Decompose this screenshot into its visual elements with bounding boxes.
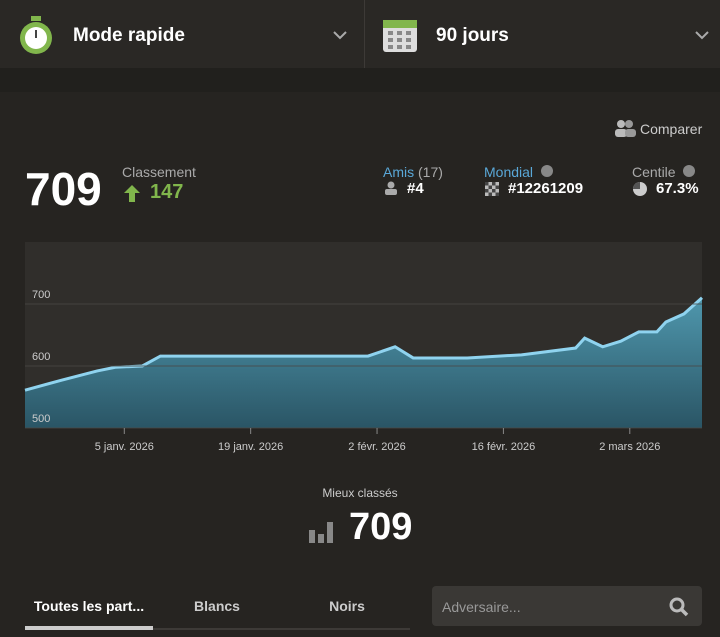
tab-rule [25,628,410,630]
y-tick-label: 600 [32,351,50,363]
pie-icon [633,182,647,196]
line [24,296,703,392]
x-tick-label: 16 févr. 2026 [472,441,536,453]
up-arrow [124,185,140,202]
header-icons [20,16,709,54]
x-tick-label: 2 mars 2026 [599,441,660,453]
compare-icon [615,120,636,137]
tab-active [25,626,153,630]
friends-rank: #4 [407,180,424,197]
help-icon [541,165,553,177]
mode[interactable]: Mode rapide [73,25,185,46]
friends-count: (17) [418,164,443,180]
tab[interactable]: Noirs [329,598,365,614]
percentile: 67.3% [656,180,699,197]
world-label[interactable]: Mondial [484,164,534,180]
best-label: Mieux classés [322,486,398,500]
rating: 709 [25,163,102,215]
tab[interactable]: Blancs [194,598,240,614]
bars-icon [309,522,333,543]
percentile-label: Centile [632,164,676,180]
tab[interactable]: Toutes les part... [33,598,145,614]
compare[interactable]: Comparer [640,121,703,137]
chart: 500 600 700 5 janv. 2026 19 janv. 2026 2 févr… [24,242,703,453]
header [0,0,720,68]
rating-label: Classement [122,164,196,180]
x-tick-label: 5 janv. 2026 [95,441,154,453]
y-tick-label: 500 [32,413,50,425]
search-placeholder: Adversaire... [442,599,521,615]
friends-label[interactable]: Amis [383,164,415,180]
x-tick-label: 2 févr. 2026 [348,441,406,453]
world-rank: #12261209 [508,180,584,197]
y-tick-label: 700 [32,289,50,301]
best-value: 709 [349,506,413,548]
rating-change: 147 [150,181,184,203]
search-icon[interactable] [668,596,690,618]
flag-icon [485,182,499,196]
period[interactable]: 90 jours [436,25,509,46]
search-box[interactable] [432,586,702,626]
x-tick-label: 19 janv. 2026 [218,441,283,453]
area [25,297,702,428]
friend-icon [385,181,397,195]
divider [364,0,365,68]
help-icon [683,165,695,177]
